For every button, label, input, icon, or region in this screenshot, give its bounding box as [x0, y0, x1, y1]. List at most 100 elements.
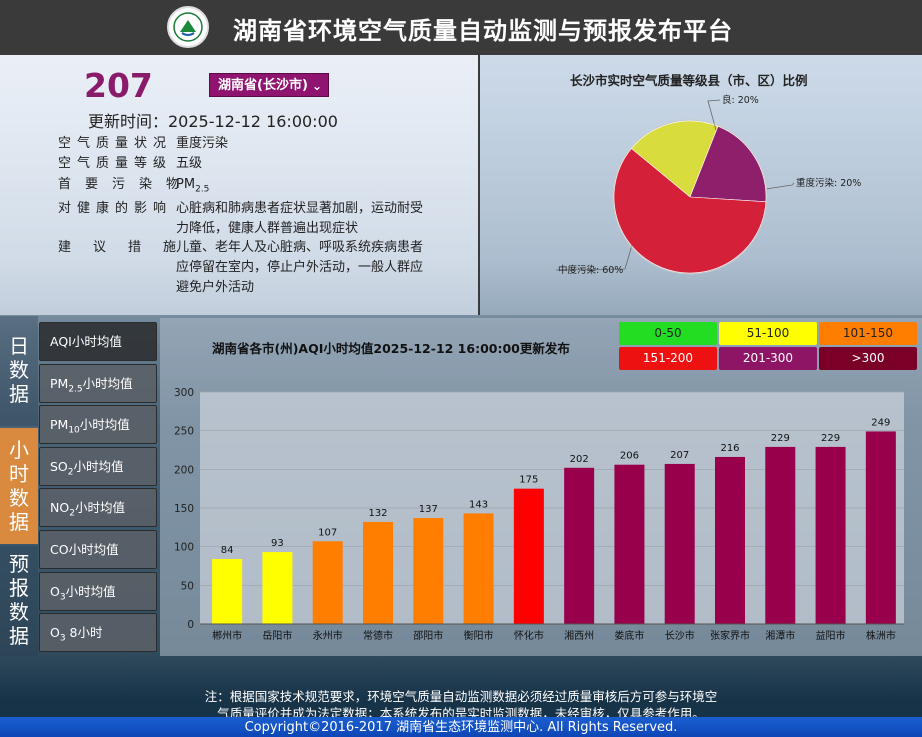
status-label: 空气质量状况	[58, 136, 173, 151]
pie-outline	[612, 119, 768, 275]
bar-value-label: 175	[519, 475, 538, 486]
bar-value-label: 207	[670, 450, 689, 461]
bar-value-label: 229	[821, 433, 840, 444]
x-tick-label: 郴州市	[212, 629, 242, 642]
pie-slice-label: 良: 20%	[722, 94, 759, 106]
summary-panel	[0, 55, 478, 315]
metric-co[interactable]: CO小时均值	[39, 530, 157, 569]
pie-leader-line	[555, 244, 633, 271]
bar[interactable]	[614, 464, 645, 624]
legend-0-50: 0-50	[619, 322, 717, 345]
bar[interactable]	[564, 467, 595, 624]
pie-slice	[613, 148, 767, 274]
chart-title: 湖南省各市(州)AQI小时均值2025-12-12 16:00:00更新发布	[212, 341, 570, 356]
header-bar: 湖南省环境空气质量自动监测与预报发布平台	[0, 0, 922, 55]
bar-value-label: 84	[221, 545, 234, 556]
footer-bar	[0, 717, 922, 737]
bar[interactable]	[262, 552, 293, 624]
nav-daily-data[interactable]: 日数据	[0, 316, 38, 426]
pie-slice-label: 中度污染: 60%	[558, 264, 623, 276]
advice-label: 建议措施	[58, 240, 199, 255]
y-tick-label: 150	[174, 503, 194, 515]
bar-value-label: 202	[570, 454, 589, 465]
update-time: 更新时间：2025-12-12 16:00:00	[88, 112, 338, 131]
nav-forecast-data[interactable]: 预报数据	[0, 546, 38, 656]
legend-151-200: 151-200	[619, 347, 717, 370]
y-tick-label: 50	[181, 580, 194, 592]
metric-o3[interactable]: O3小时均值	[39, 572, 157, 611]
x-tick-label: 怀化市	[514, 629, 544, 642]
status-value: 重度污染	[176, 136, 229, 151]
copyright: Copyright©2016-2017 湖南省生态环境监测中心. All Rig…	[244, 720, 678, 735]
x-tick-label: 永州市	[313, 629, 343, 642]
bar[interactable]	[513, 488, 544, 624]
bar-value-label: 216	[720, 443, 739, 454]
metric-no2[interactable]: NO2小时均值	[39, 488, 157, 527]
bar[interactable]	[865, 431, 896, 624]
x-tick-label: 湘西州	[564, 629, 594, 642]
bar[interactable]	[312, 541, 343, 624]
y-tick-label: 100	[174, 542, 194, 554]
y-tick-label: 250	[174, 426, 194, 438]
side-nav: 日数据 小时数据 预报数据	[0, 316, 38, 656]
bar[interactable]	[664, 463, 695, 624]
y-tick-label: 0	[187, 619, 194, 631]
bar[interactable]	[765, 446, 796, 624]
region-select-label: 湖南省(长沙市)	[218, 78, 308, 93]
bar-value-label: 249	[871, 417, 890, 428]
x-tick-label: 娄底市	[614, 629, 644, 642]
x-tick-label: 岳阳市	[262, 629, 292, 642]
legend-201-300: 201-300	[719, 347, 817, 370]
bar-value-label: 206	[620, 451, 639, 462]
x-tick-label: 张家界市	[710, 629, 750, 642]
bar[interactable]	[413, 518, 444, 624]
y-tick-label: 200	[174, 464, 194, 476]
pollutant-value: PM2.5	[176, 177, 210, 195]
pie-leader-line	[707, 99, 721, 131]
bar-value-label: 93	[271, 538, 284, 549]
x-tick-label: 邵阳市	[413, 629, 443, 642]
pie-leader-line	[765, 182, 795, 190]
pollutant-label: 首要污染物	[58, 177, 194, 192]
pie-title: 长沙市实时空气质量等级县（市、区）比例	[570, 73, 808, 88]
bar-value-label: 143	[469, 499, 488, 510]
pie-chart: 良: 20% 重度污染: 20% 中度污染: 60%	[555, 94, 861, 276]
advice-value: 儿童、老年人及心脏病、呼吸系统疾病患者应停留在室内，停止户外活动，一般人群应避免…	[176, 240, 424, 295]
region-select[interactable]: 湖南省(长沙市) ⌄	[209, 73, 329, 97]
metric-so2[interactable]: SO2小时均值	[39, 447, 157, 486]
x-tick-label: 衡阳市	[464, 629, 494, 642]
x-tick-label: 株洲市	[866, 629, 896, 642]
legend-51-100: 51-100	[719, 322, 817, 345]
bar-value-label: 107	[318, 527, 337, 538]
health-value: 心脏病和肺病患者症状显著加剧，运动耐受力降低，健康人群普遍出现症状	[176, 201, 424, 236]
nav-hourly-data[interactable]: 小时数据	[0, 428, 38, 544]
chevron-down-icon: ⌄	[311, 79, 322, 93]
bar[interactable]	[363, 521, 393, 624]
bar[interactable]	[463, 513, 494, 624]
y-tick-label: 300	[174, 387, 194, 399]
pie-slice-label: 重度污染: 20%	[796, 177, 861, 189]
bar-value-label: 229	[771, 433, 790, 444]
panel-divider	[478, 55, 480, 315]
legend-over-300: >300	[819, 347, 917, 370]
logo	[167, 6, 209, 48]
metric-pm25[interactable]: PM2.5小时均值	[39, 364, 157, 403]
pie-slice	[631, 120, 719, 198]
legend-101-150: 101-150	[819, 322, 917, 345]
bar-value-label: 137	[419, 504, 438, 515]
bar[interactable]	[815, 446, 846, 624]
current-aqi-value: 207	[84, 66, 153, 105]
metric-pm10[interactable]: PM10小时均值	[39, 405, 157, 444]
x-tick-label: 湘潭市	[765, 629, 795, 642]
bar[interactable]	[715, 456, 745, 624]
bar-chart: 0 50 100 150 200 250 300 84 郴州市 93 岳阳市 107 永州市 132 常德市…	[174, 387, 904, 642]
x-tick-label: 常德市	[363, 629, 393, 642]
metric-o3-8h[interactable]: O3 8小时	[39, 613, 157, 652]
x-tick-label: 益阳市	[816, 629, 846, 642]
pie-slice	[689, 125, 767, 203]
metric-aqi[interactable]: AQI小时均值	[39, 322, 157, 361]
grade-label: 空气质量等级	[58, 156, 173, 171]
bar[interactable]	[212, 559, 243, 624]
health-label: 对健康的影响	[58, 201, 173, 216]
grade-value: 五级	[176, 156, 203, 171]
